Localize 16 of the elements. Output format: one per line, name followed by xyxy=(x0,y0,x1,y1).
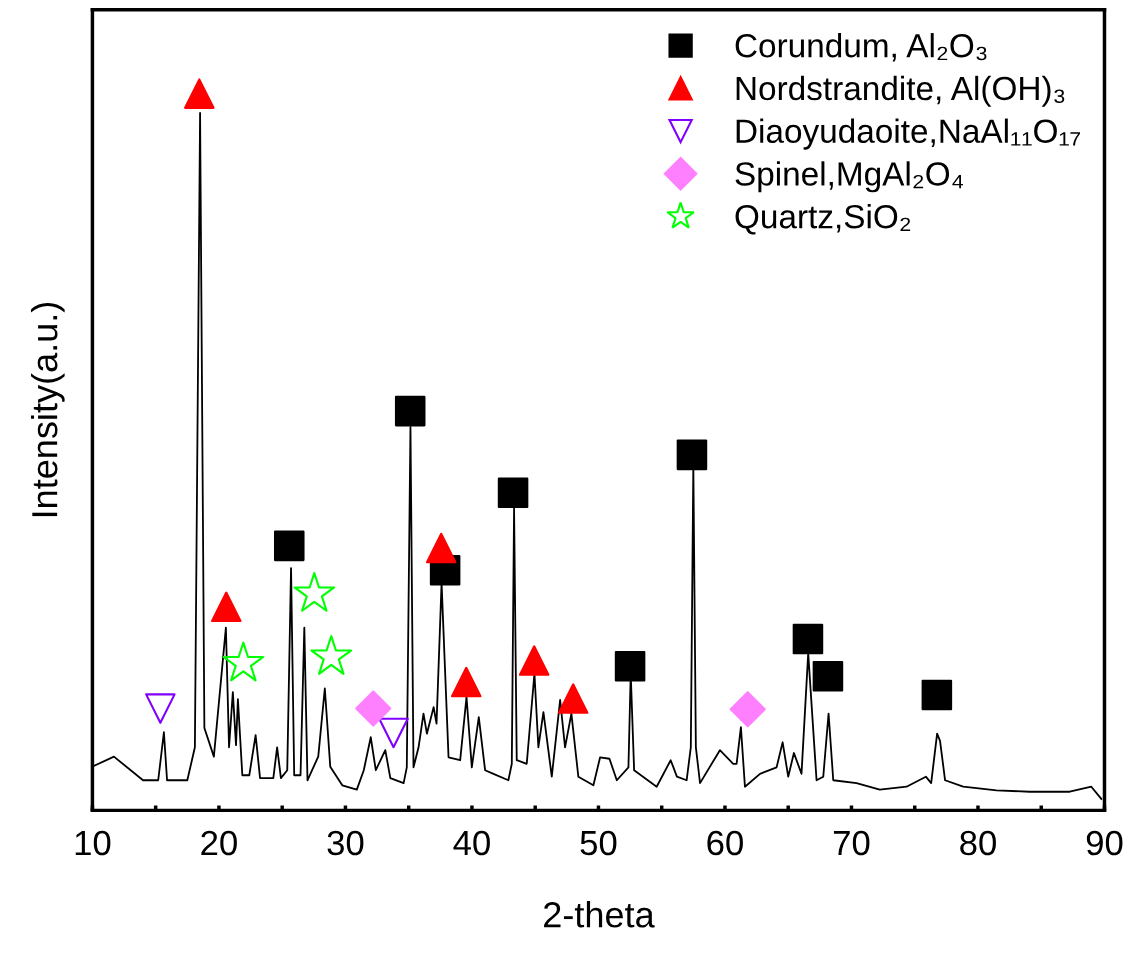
x-tick-label: 60 xyxy=(707,830,743,856)
legend-label: Diaoyudaoite,NaAl₁₁O₁₇ xyxy=(736,118,1080,150)
x-tick-label: 30 xyxy=(327,830,364,856)
legend-label: Spinel,MgAl₂O₄ xyxy=(735,161,964,193)
x-tick-label: 10 xyxy=(75,830,111,856)
x-tick-label: 40 xyxy=(453,830,490,856)
x-tick-label: 80 xyxy=(960,830,996,856)
x-tick-label: 70 xyxy=(833,830,870,856)
x-tick-label: 50 xyxy=(580,830,617,856)
legend-label: Quartz,SiO₂ xyxy=(735,204,911,235)
x-tick-label: 90 xyxy=(1086,830,1123,856)
legend-label: Corundum, Al₂O₃ xyxy=(735,33,987,62)
y-axis-title: Intensity(a.u.) xyxy=(30,302,65,517)
x-axis-title: 2-theta xyxy=(544,901,655,928)
x-tick-label: 20 xyxy=(201,830,237,856)
legend-label: Nordstrandite, Al(OH)₃ xyxy=(736,75,1065,107)
